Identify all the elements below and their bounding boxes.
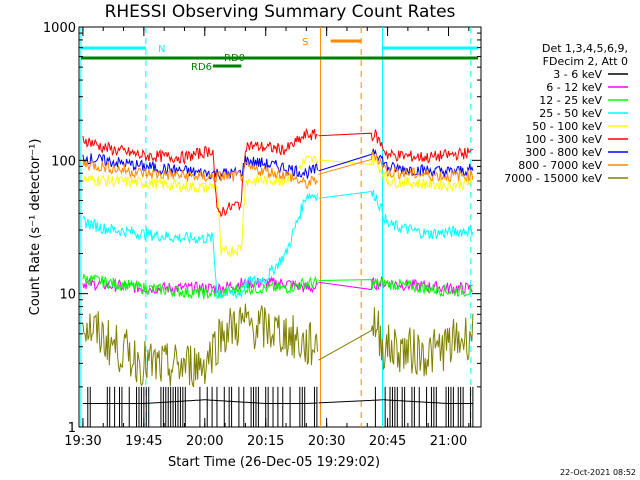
y-tick-label: 10 [59,288,76,303]
x-tick-label: 20:30 [308,434,345,449]
plot-frame [78,26,482,428]
y-tick-label: 100 [51,154,76,169]
legend-label-4: 50 - 100 keV [532,120,602,133]
legend-label-5: 100 - 300 keV [525,133,602,146]
y-tick-label: 1 [68,421,76,436]
series-line-4 [82,155,318,259]
x-tick-label: 20:15 [247,434,284,449]
legend-header-line-2: FDecim 2, Att 0 [543,55,628,68]
series-line-8 [82,303,318,388]
series-line-8 [318,307,474,377]
x-tick-label: 20:45 [369,434,406,449]
series-line-7 [82,159,318,190]
y-axis: 1 10 100 1000 [43,21,481,436]
series-line-6 [318,148,474,178]
legend-label-0: 3 - 6 keV [553,68,602,81]
rd6-label: RD6 [191,62,212,73]
legend-label-6: 300 - 800 keV [525,146,602,159]
timestamp: 22-Oct-2021 08:52 [560,468,636,477]
legend-label-3: 25 - 50 keV [539,107,602,120]
legend-label-8: 7000 - 15000 keV [504,172,602,185]
saa-label: S [302,37,308,48]
status-bars: N S RD0 RD6 [80,37,478,73]
chart-title: RHESSI Observing Summary Count Rates [105,2,456,22]
night-label: N [158,44,165,55]
series-line-5 [82,127,318,218]
legend-header-line-1: Det 1,3,4,5,6,9, [542,42,628,55]
x-tick-label: 19:45 [125,434,162,449]
legend-label-2: 12 - 25 keV [539,94,602,107]
series-line-2 [82,273,318,300]
x-tick-label: 20:00 [186,434,223,449]
series-line-2 [318,276,474,298]
series-line-0 [318,399,473,404]
series-line-6 [82,153,318,181]
legend-label-7: 800 - 7000 keV [518,159,602,172]
x-tick-label: 21:00 [430,434,467,449]
legend-label-1: 6 - 12 keV [546,81,602,94]
series-line-5 [318,129,474,164]
y-axis-label: Count Rate (s⁻¹ detector⁻¹) [28,139,43,316]
x-tick-label: 19:30 [64,434,101,449]
x-axis-label: Start Time (26-Dec-05 19:29:02) [168,455,380,470]
x-axis: 19:30 19:45 20:00 20:15 20:30 20:45 21:00 [64,27,470,449]
series-line-7 [318,151,474,183]
series-line-3 [82,193,318,301]
series-line-3 [318,189,474,240]
series-line-4 [318,155,474,193]
y-tick-label: 1000 [43,21,76,36]
legend: Det 1,3,4,5,6,9, FDecim 2, Att 0 3 - 6 k… [504,42,628,185]
